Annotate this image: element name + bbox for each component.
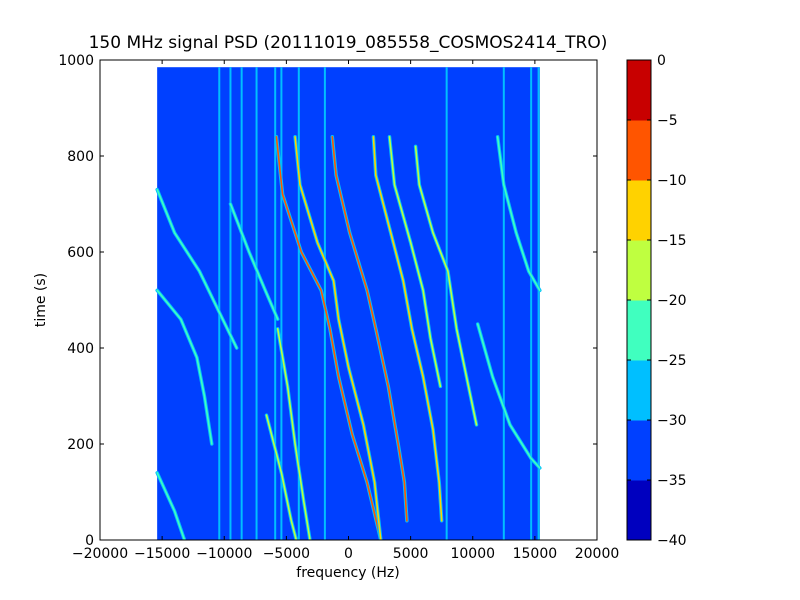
- colorbar-tick-label: −25: [657, 353, 687, 369]
- x-tick-label: 0: [344, 546, 353, 562]
- x-tick-label: 15000: [513, 546, 558, 562]
- y-tick-label: 1000: [58, 53, 94, 69]
- colorbar-segment-2: [627, 420, 651, 481]
- doppler-trace-2: [331, 136, 408, 522]
- colorbar-tick-label: −15: [657, 233, 687, 249]
- doppler-trace-6: [414, 145, 478, 426]
- doppler-trace-10: [156, 289, 213, 445]
- x-tick-label: 20000: [575, 546, 620, 562]
- colorbar-tick-label: −35: [657, 473, 687, 489]
- colorbar-tick-label: −10: [657, 173, 687, 189]
- x-axis: −20000 −15000 −10000 −5000 0 5000 10000 15000 20…: [72, 60, 619, 562]
- colorbar-tick-label: 0: [657, 53, 666, 69]
- chart-title: 150 MHz signal PSD (20111019_085558_COSM…: [89, 33, 608, 53]
- doppler-trace-9: [156, 188, 238, 349]
- x-tick-label: 5000: [393, 546, 429, 562]
- colorbar-segment-6: [627, 180, 651, 241]
- doppler-trace-8: [265, 414, 298, 540]
- colorbar-segment-7: [627, 120, 651, 181]
- colorbar: −40 −35 −30 −25 −20 −15 −10 −5 0: [626, 53, 687, 549]
- x-tick-label: −20000: [72, 546, 128, 562]
- colorbar-segment-3: [627, 360, 651, 421]
- colorbar-tick-label: −5: [657, 113, 678, 129]
- doppler-trace-11: [156, 472, 186, 540]
- doppler-trace-14: [476, 323, 541, 469]
- y-axis: 0 200 400 600 800 1000: [58, 53, 597, 549]
- x-tick-label: −15000: [134, 546, 190, 562]
- colorbar-segment-1: [627, 480, 651, 541]
- colorbar-tick-label: −40: [657, 533, 687, 549]
- doppler-trace-3: [294, 136, 382, 540]
- y-tick-label: 200: [67, 437, 94, 453]
- colorbar-segment-4: [627, 300, 651, 361]
- y-tick-label: 400: [67, 341, 94, 357]
- heatmap-layer: [155, 67, 542, 540]
- colorbar-tick-label: −20: [657, 293, 687, 309]
- doppler-trace-1: [275, 136, 382, 540]
- x-tick-label: 10000: [450, 546, 495, 562]
- colorbar-tick-label: −30: [657, 413, 687, 429]
- colorbar-segment-8: [627, 60, 651, 121]
- doppler-trace-7: [276, 328, 311, 540]
- x-tick-label: −5000: [263, 546, 310, 562]
- doppler-trace-5: [388, 136, 442, 388]
- heatmap-background: [157, 67, 540, 540]
- y-tick-label: 600: [67, 245, 94, 261]
- x-tick-label: −10000: [196, 546, 252, 562]
- colorbar-segment-5: [627, 240, 651, 301]
- y-axis-label: time (s): [33, 273, 49, 327]
- doppler-trace-13: [229, 203, 279, 320]
- y-tick-label: 800: [67, 149, 94, 165]
- y-tick-label: 0: [85, 533, 94, 549]
- doppler-trace-4: [372, 136, 443, 522]
- x-axis-label: frequency (Hz): [296, 565, 399, 581]
- doppler-trace-12: [496, 136, 541, 292]
